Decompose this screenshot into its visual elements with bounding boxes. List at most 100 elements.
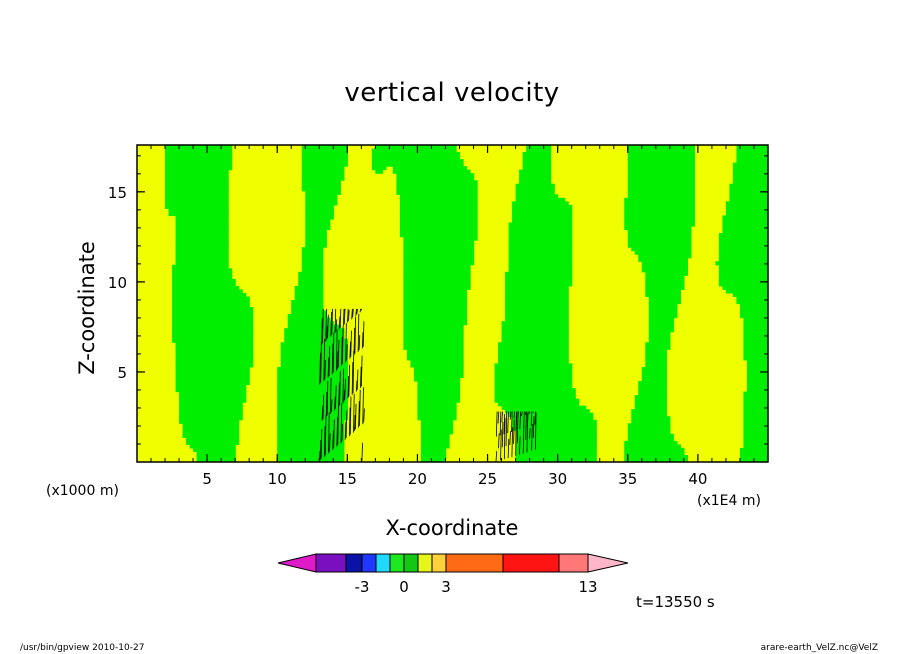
field-cell	[417, 395, 422, 400]
field-cell	[434, 159, 440, 164]
field-cell	[235, 285, 240, 291]
field-cell	[522, 222, 527, 227]
field-cell	[221, 240, 226, 245]
field-cell	[291, 338, 296, 343]
field-cell	[319, 292, 324, 298]
field-cell	[235, 388, 240, 393]
field-cell	[203, 299, 208, 305]
field-cell	[519, 307, 524, 312]
field-cell	[515, 218, 520, 224]
field-cell	[235, 430, 240, 435]
field-cell	[196, 342, 201, 347]
field-cell	[301, 321, 306, 326]
field-cell	[189, 155, 194, 160]
field-cell	[466, 211, 471, 217]
field-cell	[193, 152, 198, 157]
field-cell	[424, 440, 429, 445]
field-cell	[235, 366, 240, 372]
field-cell	[312, 254, 317, 259]
field-cell	[245, 380, 250, 386]
field-cell	[294, 416, 299, 421]
field-cell	[182, 349, 187, 354]
field-cell	[242, 370, 247, 375]
field-cell	[403, 243, 408, 248]
field-cell	[210, 162, 215, 167]
field-cell	[203, 152, 208, 157]
field-cell	[172, 208, 177, 213]
field-cell	[329, 395, 334, 400]
field-cell	[417, 317, 422, 322]
field-cell	[203, 243, 208, 248]
field-cell	[221, 412, 226, 417]
field-cell	[463, 218, 468, 224]
field-cell	[196, 180, 201, 185]
field-cell	[505, 380, 510, 386]
field-cell	[329, 380, 334, 386]
field-cell	[210, 204, 215, 209]
field-cell	[284, 447, 289, 453]
field-cell	[238, 391, 243, 396]
field-cell	[182, 264, 187, 269]
field-cell	[298, 292, 303, 298]
field-cell	[403, 176, 408, 181]
field-cell	[522, 405, 527, 410]
field-cell	[322, 208, 327, 213]
field-cell	[515, 321, 520, 326]
field-cell	[235, 342, 240, 347]
field-cell	[505, 317, 510, 322]
field-cell	[312, 356, 317, 361]
field-cell	[203, 370, 208, 375]
field-cell	[172, 282, 177, 287]
field-cell	[515, 409, 520, 414]
field-cell	[242, 335, 247, 340]
field-cell	[438, 440, 443, 445]
field-cell	[413, 363, 419, 368]
field-cell	[417, 363, 422, 368]
field-cell	[221, 317, 226, 322]
field-cell	[203, 388, 208, 393]
field-cell	[322, 215, 327, 220]
field-cell	[165, 204, 170, 209]
field-cell	[301, 338, 306, 343]
field-cell	[203, 419, 208, 424]
field-cell	[512, 275, 517, 280]
field-cell	[441, 370, 447, 375]
field-cell	[431, 254, 436, 259]
field-cell	[420, 218, 426, 224]
field-cell	[326, 405, 331, 410]
field-cell	[217, 377, 222, 382]
field-cell	[217, 451, 222, 456]
field-cell	[312, 187, 317, 192]
field-cell	[522, 261, 527, 266]
field-cell	[182, 321, 187, 326]
field-cell	[522, 391, 527, 396]
field-cell	[207, 437, 212, 442]
field-cell	[193, 405, 198, 410]
field-cell	[466, 218, 471, 224]
field-cell	[420, 366, 426, 372]
field-cell	[410, 247, 415, 252]
field-cell	[189, 359, 194, 364]
field-cell	[186, 384, 191, 389]
field-cell	[441, 152, 447, 157]
field-cell	[470, 208, 475, 213]
field-cell	[529, 303, 534, 308]
field-cell	[315, 169, 320, 174]
field-cell	[431, 169, 436, 174]
field-cell	[203, 176, 208, 181]
field-cell	[438, 257, 443, 262]
field-cell	[277, 391, 282, 396]
field-cell	[459, 317, 464, 322]
field-cell	[519, 314, 524, 319]
field-cell	[221, 324, 226, 329]
field-cell	[238, 335, 243, 340]
field-cell	[456, 204, 461, 209]
field-cell	[305, 398, 310, 403]
field-cell	[203, 250, 208, 255]
field-cell	[203, 454, 208, 460]
field-cell	[522, 211, 527, 217]
field-cell	[189, 416, 194, 421]
field-cell	[203, 398, 208, 403]
field-cell	[515, 282, 520, 287]
field-cell	[417, 180, 422, 185]
